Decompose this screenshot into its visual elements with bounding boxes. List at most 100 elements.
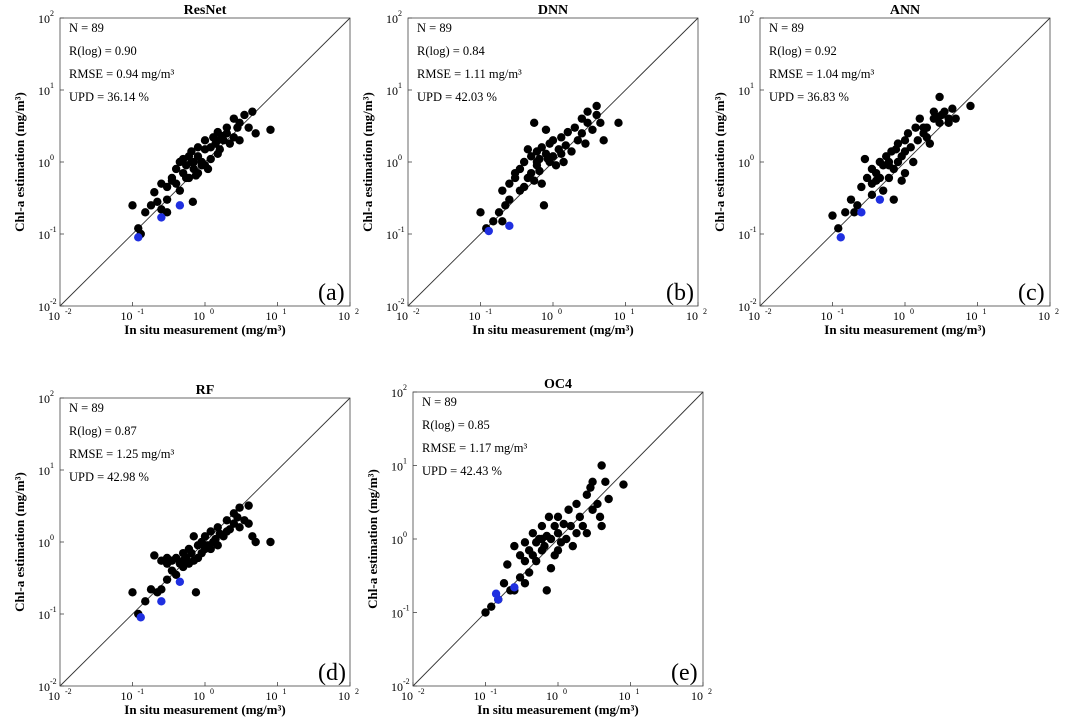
x-tick-label: 10 bbox=[619, 689, 631, 703]
y-tick-label: 10 bbox=[386, 84, 398, 98]
y-tick-label: 10 bbox=[386, 156, 398, 170]
x-tick-exponent: 0 bbox=[910, 307, 914, 316]
data-point bbox=[200, 136, 210, 145]
stat-line: R(log) = 0.87 bbox=[69, 424, 137, 438]
data-point bbox=[601, 477, 610, 487]
y-tick-label: 10 bbox=[391, 460, 403, 474]
data-point bbox=[550, 521, 559, 531]
highlight-point bbox=[491, 589, 501, 598]
data-point bbox=[593, 499, 602, 509]
data-point bbox=[583, 107, 592, 116]
y-tick-label: 10 bbox=[38, 392, 50, 406]
data-point bbox=[213, 541, 222, 550]
y-tick-exponent: 2 bbox=[50, 389, 54, 398]
y-tick-label: 10 bbox=[38, 680, 50, 694]
data-point bbox=[581, 139, 590, 148]
data-point bbox=[539, 201, 549, 210]
panel-oc4: 10 -210 -210 -110 -110 010 010 110 110 210 2 OC4In … bbox=[365, 377, 712, 717]
panel-letter: (a) bbox=[318, 280, 345, 306]
data-point bbox=[559, 519, 568, 529]
y-tick-exponent: -1 bbox=[750, 225, 757, 234]
panel-resnet: 10 -210 -210 -110 -110 010 010 110 110 210 2 ResNet… bbox=[12, 3, 359, 337]
data-point bbox=[577, 129, 587, 138]
data-point bbox=[897, 176, 906, 185]
data-point bbox=[171, 164, 181, 174]
data-point bbox=[141, 597, 150, 606]
x-tick-exponent: -1 bbox=[138, 307, 145, 316]
data-point bbox=[966, 101, 975, 111]
data-point bbox=[206, 154, 215, 164]
data-point bbox=[240, 110, 249, 120]
data-point bbox=[251, 129, 260, 138]
y-tick-exponent: 0 bbox=[403, 530, 407, 539]
data-point bbox=[251, 537, 260, 547]
data-point bbox=[523, 145, 533, 154]
x-tick-exponent: 1 bbox=[631, 307, 635, 316]
stat-line: RMSE = 1.04 mg/m³ bbox=[769, 67, 875, 81]
data-point bbox=[528, 528, 538, 538]
x-tick-exponent: 0 bbox=[558, 307, 562, 316]
y-tick-exponent: 1 bbox=[50, 461, 54, 470]
panel-ann: 10 -210 -210 -110 -110 010 010 110 110 210 2 ANNIn … bbox=[712, 3, 1059, 337]
y-tick-exponent: -2 bbox=[398, 297, 405, 306]
data-point bbox=[948, 104, 957, 113]
highlight-point bbox=[136, 613, 145, 622]
data-point bbox=[604, 494, 613, 504]
data-point bbox=[532, 157, 542, 167]
x-tick-label: 10 bbox=[748, 309, 760, 323]
x-tick-exponent: 2 bbox=[703, 307, 707, 316]
data-point bbox=[588, 505, 597, 514]
x-tick-label: 10 bbox=[266, 309, 278, 323]
panel-letter: (e) bbox=[671, 660, 698, 686]
y-tick-exponent: 2 bbox=[50, 9, 54, 18]
data-point bbox=[546, 534, 556, 544]
data-point bbox=[935, 92, 944, 102]
data-point bbox=[595, 512, 605, 522]
chart-title: ANN bbox=[890, 3, 920, 18]
y-tick-exponent: 0 bbox=[50, 533, 54, 542]
y-tick-label: 10 bbox=[738, 12, 750, 26]
data-point bbox=[235, 136, 244, 145]
data-point bbox=[206, 527, 215, 536]
y-tick-exponent: -2 bbox=[50, 297, 57, 306]
y-tick-label: 10 bbox=[738, 84, 750, 98]
x-tick-exponent: -2 bbox=[65, 307, 72, 316]
stat-line: RMSE = 1.11 mg/m³ bbox=[417, 67, 522, 81]
data-point bbox=[541, 125, 551, 135]
data-point bbox=[171, 179, 181, 188]
data-point bbox=[187, 147, 196, 156]
x-tick-label: 10 bbox=[469, 309, 481, 323]
y-tick-exponent: 0 bbox=[398, 153, 402, 162]
data-point bbox=[553, 512, 563, 522]
data-point bbox=[157, 585, 166, 594]
y-tick-exponent: -2 bbox=[403, 677, 410, 686]
x-axis-label: In situ measurement (mg/m³) bbox=[124, 702, 285, 717]
data-point bbox=[537, 534, 547, 544]
data-point bbox=[191, 588, 201, 597]
data-point bbox=[537, 143, 546, 152]
data-point bbox=[200, 532, 210, 541]
data-point bbox=[244, 519, 253, 528]
data-point bbox=[561, 141, 570, 150]
data-point bbox=[537, 179, 546, 188]
data-point bbox=[524, 568, 534, 577]
data-point bbox=[519, 182, 529, 192]
data-point bbox=[188, 197, 198, 207]
data-point bbox=[909, 157, 918, 167]
data-point bbox=[187, 548, 196, 558]
y-tick-exponent: -1 bbox=[398, 225, 405, 234]
y-tick-label: 10 bbox=[738, 156, 750, 170]
data-point bbox=[526, 168, 536, 178]
highlight-point bbox=[857, 208, 866, 217]
data-point bbox=[233, 513, 242, 522]
data-point bbox=[193, 143, 203, 152]
data-point bbox=[178, 556, 188, 565]
data-point bbox=[498, 217, 507, 226]
y-tick-exponent: 1 bbox=[750, 81, 754, 90]
data-point bbox=[906, 143, 915, 152]
data-point bbox=[535, 166, 544, 176]
stat-line: UPD = 42.98 % bbox=[69, 470, 149, 484]
highlight-point bbox=[175, 201, 185, 210]
data-point bbox=[563, 127, 572, 137]
data-point bbox=[162, 195, 172, 204]
